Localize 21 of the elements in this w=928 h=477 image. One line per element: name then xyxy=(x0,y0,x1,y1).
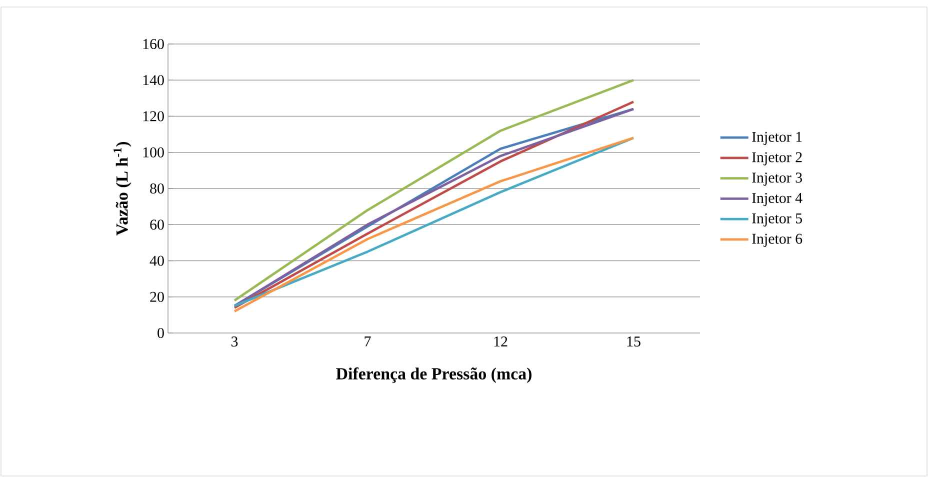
x-tick-label: 3 xyxy=(231,336,238,347)
y-tick-label: 100 xyxy=(143,147,164,158)
x-axis-title: Diferença de Pressão (mca) xyxy=(336,367,532,383)
y-tick-label: 40 xyxy=(150,256,164,266)
legend-label: Injetor 1 xyxy=(752,132,802,145)
legend-label: Injetor 5 xyxy=(752,213,802,226)
y-tick-label: 160 xyxy=(143,38,164,50)
x-tick-label: 12 xyxy=(494,336,508,346)
y-axis-title: Vazão (L h$^{-1}$) xyxy=(114,142,132,236)
legend-label: Injetor 2 xyxy=(752,152,802,166)
legend-label: Injetor 4 xyxy=(752,192,802,206)
y-tick-label: 120 xyxy=(143,111,164,122)
y-tick-label: 20 xyxy=(150,292,164,302)
legend-label: Injetor 3 xyxy=(752,172,802,186)
y-tick-label: 60 xyxy=(150,220,164,230)
y-tick-label: 140 xyxy=(143,75,164,86)
x-tick-label: 15 xyxy=(627,336,640,347)
x-tick-label: 7 xyxy=(364,336,371,346)
y-tick-label: 0 xyxy=(158,328,164,338)
y-tick-label: 80 xyxy=(150,183,164,194)
legend-label: Injetor 6 xyxy=(752,234,802,247)
